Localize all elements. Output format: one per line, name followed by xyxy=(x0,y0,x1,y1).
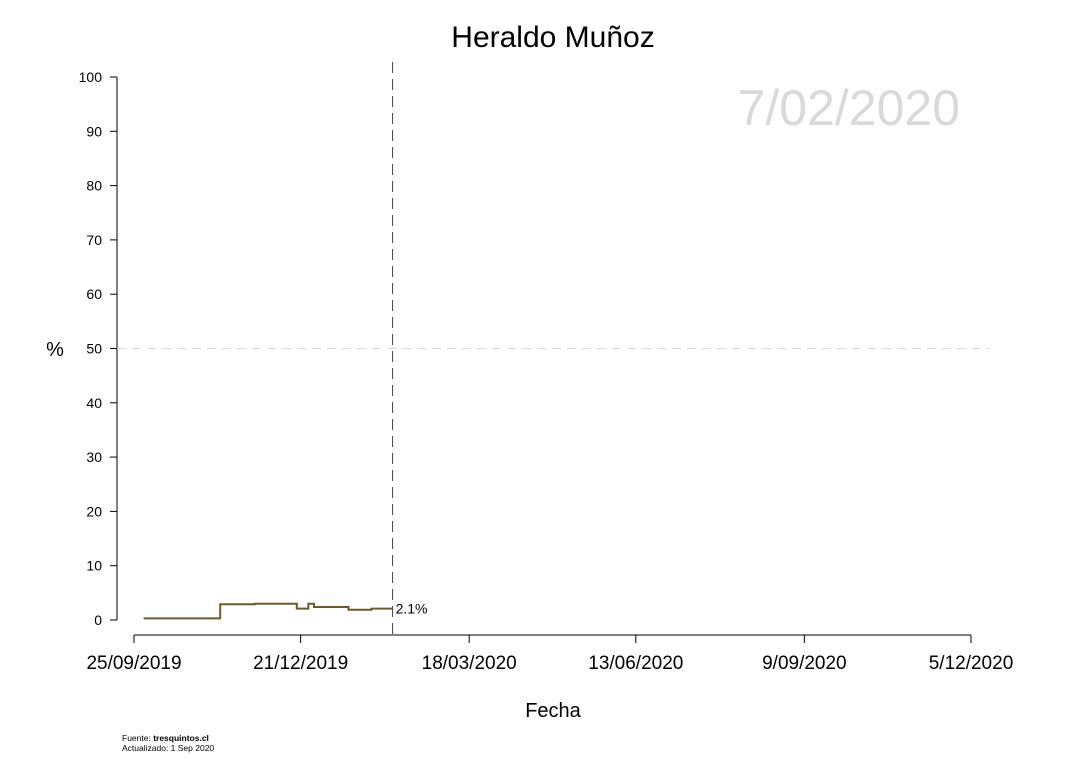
y-tick-label: 100 xyxy=(79,69,103,85)
chart-title: Heraldo Muñoz xyxy=(451,21,654,54)
y-tick-label: 70 xyxy=(86,232,102,248)
y-tick-label: 0 xyxy=(94,612,102,628)
x-tick-label: 5/12/2020 xyxy=(929,653,1014,674)
plot-area: 0 10 20 30 40 50 60 70 80 90 100 25/09/2019 21/12/20… xyxy=(79,62,1014,674)
y-axis-label: % xyxy=(46,339,64,361)
y-tick-label: 60 xyxy=(86,286,102,302)
x-tick-label: 9/09/2020 xyxy=(762,653,847,674)
updated-line: Actualizado: 1 Sep 2020 xyxy=(122,743,215,753)
footer: Fuente: tresquintos.cl Actualizado: 1 Se… xyxy=(122,733,214,753)
y-tick-label: 10 xyxy=(86,558,102,574)
y-tick-label: 50 xyxy=(86,341,102,357)
x-tick-label: 25/09/2019 xyxy=(86,653,181,674)
y-tick-label: 20 xyxy=(86,503,102,519)
source-prefix: Fuente: xyxy=(122,733,154,743)
x-axis-label: Fecha xyxy=(525,700,581,722)
source-line: Fuente: tresquintos.cl xyxy=(122,733,214,743)
source-name: tresquintos.cl xyxy=(153,733,209,743)
series-end-label: 2.1% xyxy=(396,601,428,617)
x-tick-label: 21/12/2019 xyxy=(253,653,348,674)
date-overlay: 7/02/2020 xyxy=(738,80,960,136)
y-tick-label: 40 xyxy=(86,395,102,411)
y-tick-label: 30 xyxy=(86,449,102,465)
x-tick-label: 18/03/2020 xyxy=(422,653,517,674)
x-tick-label: 13/06/2020 xyxy=(588,653,683,674)
series-line xyxy=(143,602,393,620)
y-tick-label: 90 xyxy=(86,123,102,139)
y-tick-label: 80 xyxy=(86,178,102,194)
